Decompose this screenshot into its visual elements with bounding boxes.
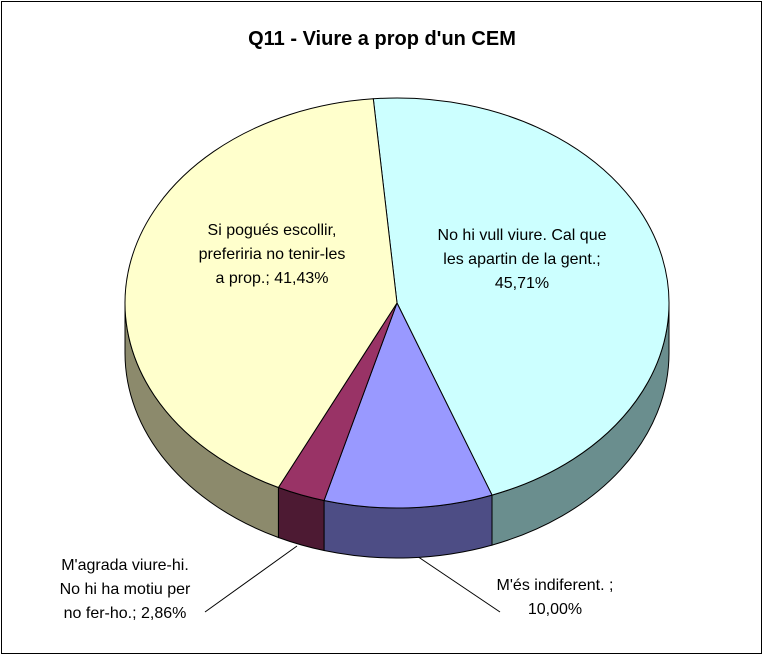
slice (323, 301, 493, 509)
data-label: M'és indiferent. ; 10,00% (496, 577, 614, 618)
leader-line (204, 545, 298, 613)
chart-title: Q11 - Viure a prop d'un CEM (248, 28, 516, 50)
data-label: No hi vull viure. Cal que les apartin de… (437, 227, 607, 292)
slice (124, 98, 398, 489)
data-label: Si pogués escollir, preferiria no tenir-… (198, 222, 346, 287)
slice (372, 97, 670, 496)
leader-line (404, 547, 501, 613)
data-label: M'agrada viure-hi. No hi ha motiu per no… (59, 557, 191, 622)
